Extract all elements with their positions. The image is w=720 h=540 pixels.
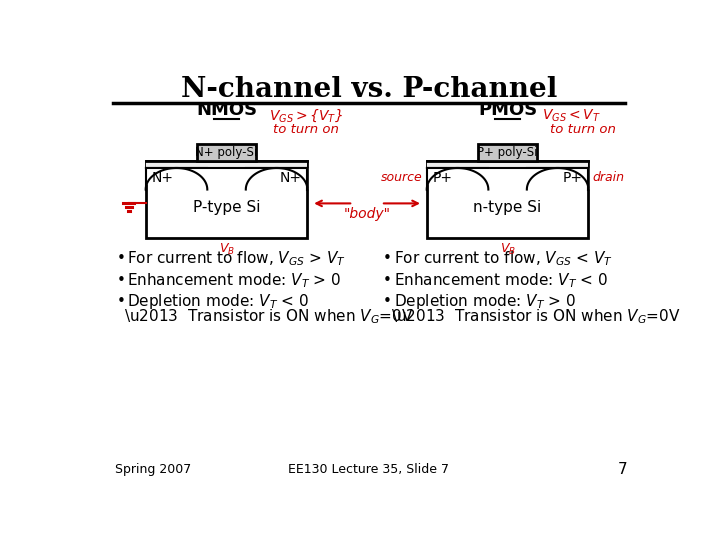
- Bar: [197, 144, 256, 161]
- Text: $V_B$: $V_B$: [500, 242, 516, 257]
- Text: "body": "body": [343, 207, 390, 221]
- Text: \u2013  Transistor is ON when $V_G$=0V: \u2013 Transistor is ON when $V_G$=0V: [124, 307, 414, 326]
- Text: 7: 7: [617, 462, 627, 477]
- Text: \u2013  Transistor is ON when $V_G$=0V: \u2013 Transistor is ON when $V_G$=0V: [390, 307, 680, 326]
- Text: P-type Si: P-type Si: [193, 200, 261, 215]
- Text: Depletion mode: $V_T$ > 0: Depletion mode: $V_T$ > 0: [394, 292, 576, 310]
- Bar: [427, 161, 588, 238]
- Polygon shape: [427, 168, 488, 190]
- Text: to turn on: to turn on: [273, 123, 338, 136]
- Text: drain: drain: [593, 172, 624, 185]
- Polygon shape: [527, 168, 588, 190]
- Text: Spring 2007: Spring 2007: [115, 463, 191, 476]
- Text: For current to flow, $V_{GS}$ > $V_T$: For current to flow, $V_{GS}$ > $V_T$: [127, 249, 346, 268]
- Text: source: source: [381, 172, 423, 185]
- Text: PMOS: PMOS: [478, 100, 537, 119]
- Text: $V_B$: $V_B$: [219, 242, 235, 257]
- Bar: [427, 161, 588, 168]
- Bar: [478, 144, 537, 161]
- Text: Enhancement mode: $V_T$ < 0: Enhancement mode: $V_T$ < 0: [394, 271, 608, 290]
- Text: EE130 Lecture 35, Slide 7: EE130 Lecture 35, Slide 7: [289, 463, 449, 476]
- Bar: [145, 161, 307, 168]
- Polygon shape: [145, 168, 207, 190]
- Text: •: •: [117, 294, 125, 309]
- Text: N+ poly-Si: N+ poly-Si: [195, 146, 258, 159]
- Text: Enhancement mode: $V_T$ > 0: Enhancement mode: $V_T$ > 0: [127, 271, 341, 290]
- Text: •: •: [383, 273, 392, 288]
- Text: •: •: [383, 294, 392, 309]
- Text: •: •: [117, 251, 125, 266]
- Text: $V_{GS}$$>${$V_T$}: $V_{GS}$$>${$V_T$}: [269, 107, 343, 124]
- Text: to turn on: to turn on: [550, 123, 616, 136]
- Text: N+: N+: [279, 171, 301, 185]
- Text: P+ poly-Si: P+ poly-Si: [477, 146, 538, 159]
- Text: P+: P+: [562, 171, 582, 185]
- Text: N+: N+: [152, 171, 174, 185]
- Bar: [145, 161, 307, 238]
- Text: NMOS: NMOS: [196, 100, 257, 119]
- Text: n-type Si: n-type Si: [474, 200, 541, 215]
- Text: Depletion mode: $V_T$ < 0: Depletion mode: $V_T$ < 0: [127, 292, 310, 310]
- Text: •: •: [383, 251, 392, 266]
- Polygon shape: [246, 168, 307, 190]
- Text: $V_{GS}$$<$$V_T$: $V_{GS}$$<$$V_T$: [542, 107, 601, 124]
- Text: For current to flow, $V_{GS}$ < $V_T$: For current to flow, $V_{GS}$ < $V_T$: [394, 249, 613, 268]
- Text: P+: P+: [433, 171, 453, 185]
- Text: •: •: [117, 273, 125, 288]
- Text: N-channel vs. P-channel: N-channel vs. P-channel: [181, 76, 557, 103]
